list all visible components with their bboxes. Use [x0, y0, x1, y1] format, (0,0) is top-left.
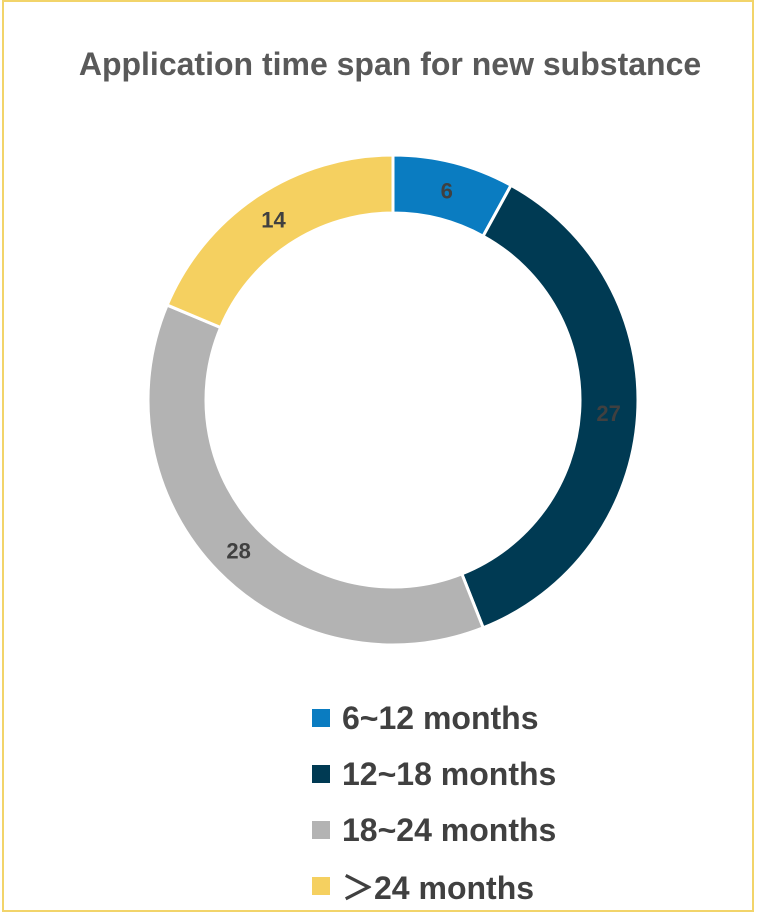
data-label-1: 6	[441, 178, 453, 203]
legend-swatch	[312, 709, 330, 727]
slice-3	[146, 303, 486, 647]
slice-2	[459, 183, 640, 630]
data-label-4: 14	[261, 208, 286, 233]
data-label-2: 27	[596, 401, 620, 426]
legend-item: 12~18 months	[312, 746, 556, 802]
legend-item: 18~24 months	[312, 802, 556, 858]
legend-swatch	[312, 821, 330, 839]
legend-label: 18~24 months	[342, 811, 557, 848]
slice-4	[165, 153, 395, 330]
data-label-3: 28	[226, 539, 250, 564]
legend-label: 6~12 months	[342, 699, 539, 736]
chart-title: Application time span for new substance	[78, 46, 702, 82]
legend: 6~12 months 12~18 months 18~24 months ＞24 m…	[312, 690, 556, 914]
legend-swatch	[312, 765, 330, 783]
legend-label: ＞24 months	[342, 870, 535, 906]
legend-label: 12~18 months	[342, 755, 557, 792]
legend-item: ＞24 months	[312, 858, 556, 914]
legend-item: 6~12 months	[312, 690, 556, 746]
legend-swatch	[312, 877, 330, 895]
